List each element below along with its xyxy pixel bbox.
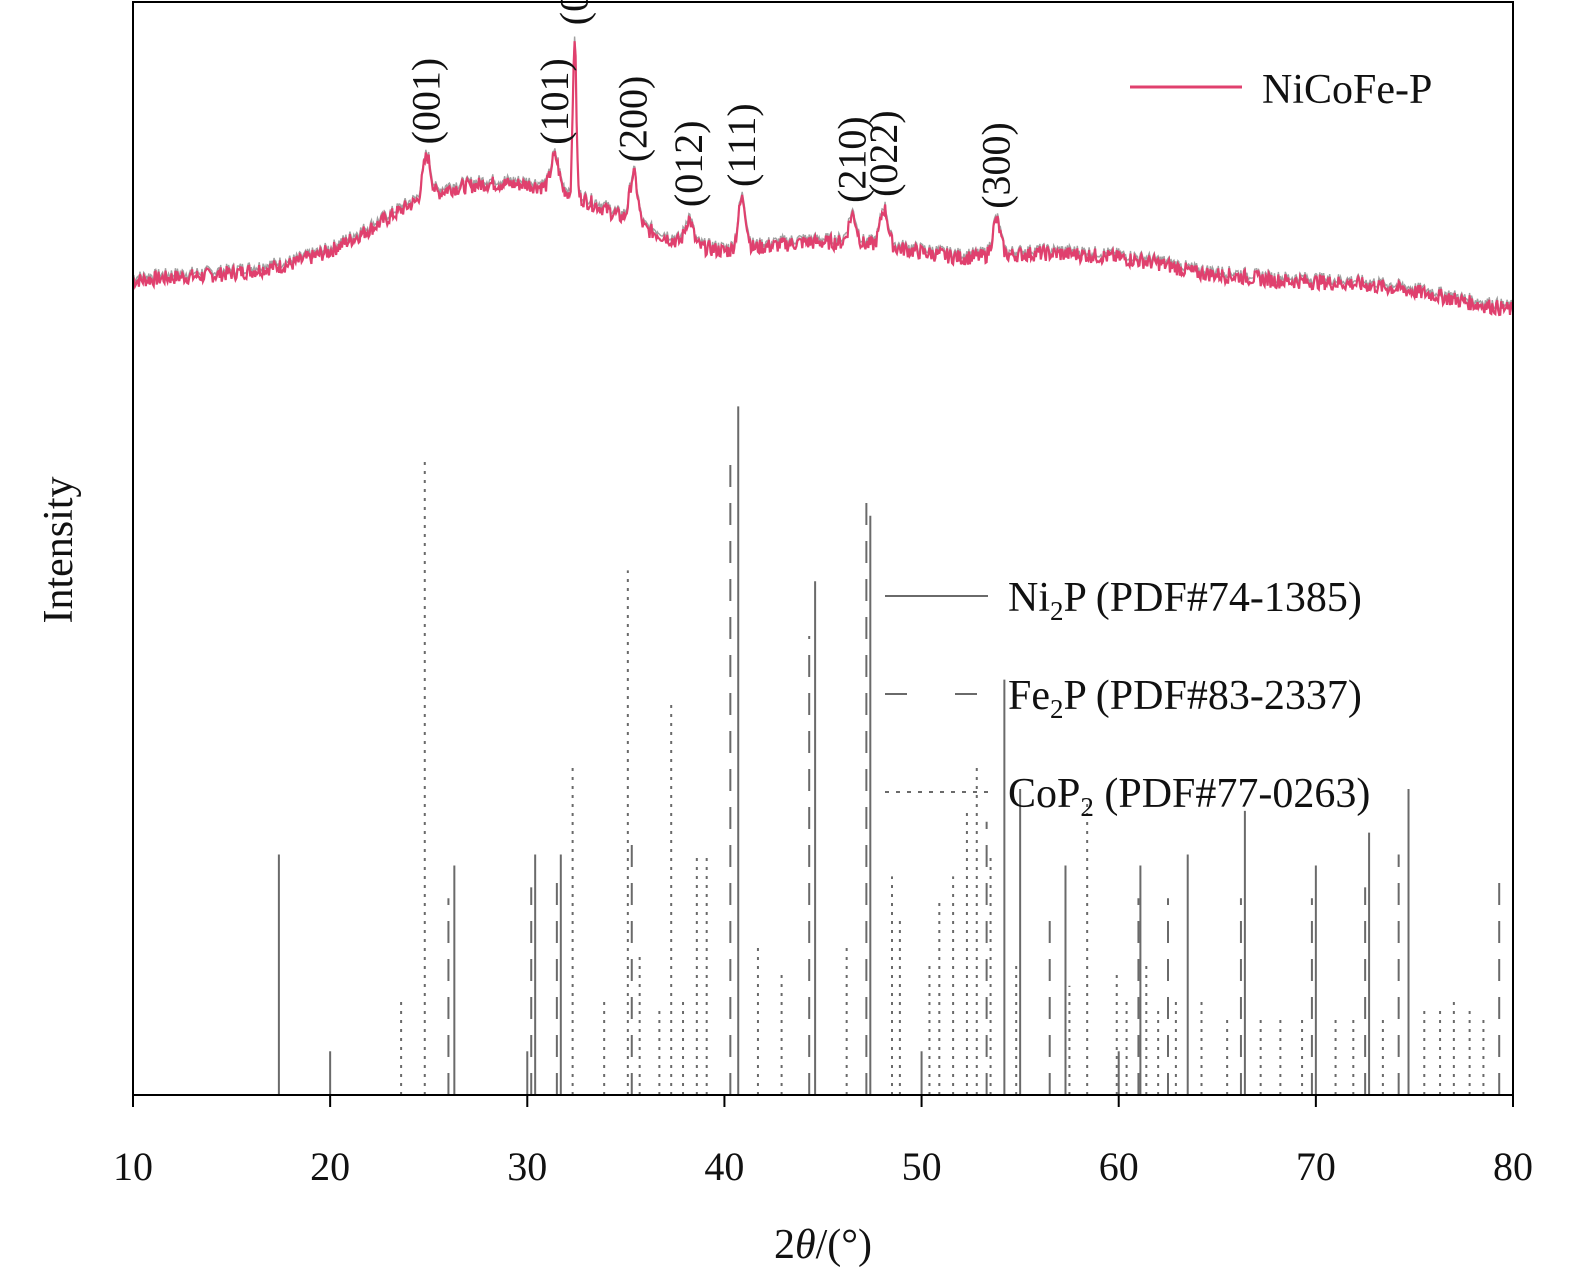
sticks-2	[400, 461, 1485, 1095]
x-tick-label: 60	[1099, 1144, 1139, 1189]
x-axis-title-theta: θ	[795, 1222, 816, 1268]
sticks-0	[277, 406, 1514, 1095]
peak-label: (001)	[404, 58, 449, 145]
legend: NiCoFe-P Ni2P (PDF#74-1385) Fe2P (PDF#83…	[885, 67, 1432, 822]
peak-label: (101)	[532, 58, 577, 145]
peak-label: (012)	[666, 120, 711, 207]
y-axis-title: Intensity	[36, 477, 82, 624]
x-axis-title-suffix: /(°)	[816, 1222, 872, 1268]
x-tick-label: 80	[1493, 1144, 1533, 1189]
x-tick-label: 30	[507, 1144, 547, 1189]
legend-label-nicofe-p: NiCoFe-P	[1262, 67, 1432, 113]
peak-label: (111)	[719, 103, 764, 187]
x-tick-label: 20	[310, 1144, 350, 1189]
peak-label: (210)	[830, 116, 875, 203]
sticks-1	[447, 450, 1501, 1095]
peak-label: (022)	[861, 110, 906, 197]
sample-line-nicofe-p	[132, 41, 1515, 317]
legend-label-fe2p: Fe2P (PDF#83-2337)	[1008, 673, 1362, 724]
peak-label: (300)	[974, 122, 1019, 209]
x-tick-label: 40	[704, 1144, 744, 1189]
x-axis-title: 2θ/(°)	[774, 1222, 872, 1268]
x-tick-label: 10	[113, 1144, 153, 1189]
chart-marks: (001) (101) (020) (200)(012)(111) (210)(022)…	[132, 0, 1515, 1095]
x-axis-ticks: 10 20 30 40 50 60 70 80	[113, 1095, 1533, 1189]
x-axis-title-prefix: 2	[774, 1222, 795, 1268]
plot-frame	[132, 1, 1514, 1096]
legend-label-cop2: CoP2 (PDF#77-0263)	[1008, 771, 1370, 822]
legend-label-ni2p: Ni2P (PDF#74-1385)	[1008, 575, 1362, 626]
peak-label: (020)	[552, 0, 597, 25]
x-tick-label: 50	[902, 1144, 942, 1189]
x-tick-label: 70	[1296, 1144, 1336, 1189]
peak-label: (200)	[611, 76, 656, 163]
